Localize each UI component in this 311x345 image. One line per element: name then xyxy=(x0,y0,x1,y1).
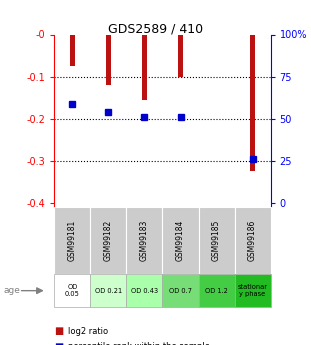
Text: GSM99185: GSM99185 xyxy=(212,220,221,261)
Bar xyxy=(127,207,163,274)
Bar xyxy=(70,34,75,66)
Text: log2 ratio: log2 ratio xyxy=(68,327,109,336)
Text: GSM99183: GSM99183 xyxy=(140,220,149,261)
Text: GSM99181: GSM99181 xyxy=(68,220,77,261)
Text: OD 0.43: OD 0.43 xyxy=(131,288,158,294)
Bar xyxy=(54,207,91,274)
Text: age: age xyxy=(3,286,20,295)
Bar xyxy=(162,207,198,274)
Text: GDS2589 / 410: GDS2589 / 410 xyxy=(108,22,203,36)
Bar xyxy=(91,274,127,307)
Text: percentile rank within the sample: percentile rank within the sample xyxy=(68,342,211,345)
Text: stationar
y phase: stationar y phase xyxy=(238,284,267,297)
Bar xyxy=(54,274,91,307)
Text: GSM99184: GSM99184 xyxy=(176,220,185,261)
Bar xyxy=(127,274,163,307)
Bar xyxy=(198,274,234,307)
Text: GSM99182: GSM99182 xyxy=(104,220,113,261)
Text: GSM99186: GSM99186 xyxy=(248,220,257,261)
Bar xyxy=(234,274,271,307)
Bar xyxy=(198,207,234,274)
Text: OD 0.21: OD 0.21 xyxy=(95,288,122,294)
Text: ■: ■ xyxy=(54,342,64,345)
Bar xyxy=(250,34,255,171)
Text: OD 0.7: OD 0.7 xyxy=(169,288,192,294)
Bar xyxy=(106,34,111,85)
Text: OD 1.2: OD 1.2 xyxy=(205,288,228,294)
Bar xyxy=(234,207,271,274)
Text: OD
0.05: OD 0.05 xyxy=(65,284,80,297)
Bar xyxy=(91,207,127,274)
Text: ■: ■ xyxy=(54,326,64,336)
Bar xyxy=(162,274,198,307)
Bar xyxy=(142,34,147,100)
Bar xyxy=(178,34,183,77)
